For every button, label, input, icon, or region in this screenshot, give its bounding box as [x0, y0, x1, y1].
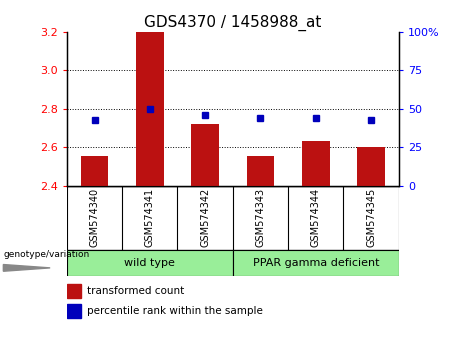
Text: GSM574341: GSM574341	[145, 188, 155, 247]
Text: GSM574340: GSM574340	[89, 188, 100, 247]
Text: GSM574345: GSM574345	[366, 188, 376, 247]
Text: GSM574344: GSM574344	[311, 188, 321, 247]
Bar	[81, 156, 108, 186]
Bar	[191, 124, 219, 186]
Bar	[67, 304, 81, 318]
Bar	[247, 156, 274, 186]
Polygon shape	[3, 264, 50, 271]
Bar	[67, 250, 233, 276]
Text: genotype/variation: genotype/variation	[3, 250, 89, 259]
Bar	[136, 32, 164, 186]
Text: transformed count: transformed count	[87, 286, 184, 296]
Text: PPAR gamma deficient: PPAR gamma deficient	[253, 258, 379, 268]
Text: GSM574342: GSM574342	[200, 188, 210, 247]
Title: GDS4370 / 1458988_at: GDS4370 / 1458988_at	[144, 14, 321, 30]
Text: percentile rank within the sample: percentile rank within the sample	[87, 306, 262, 316]
Bar	[233, 250, 399, 276]
Bar	[302, 141, 330, 186]
Text: wild type: wild type	[124, 258, 175, 268]
Bar	[67, 284, 81, 297]
Bar	[357, 147, 385, 186]
Text: GSM574343: GSM574343	[255, 188, 266, 247]
